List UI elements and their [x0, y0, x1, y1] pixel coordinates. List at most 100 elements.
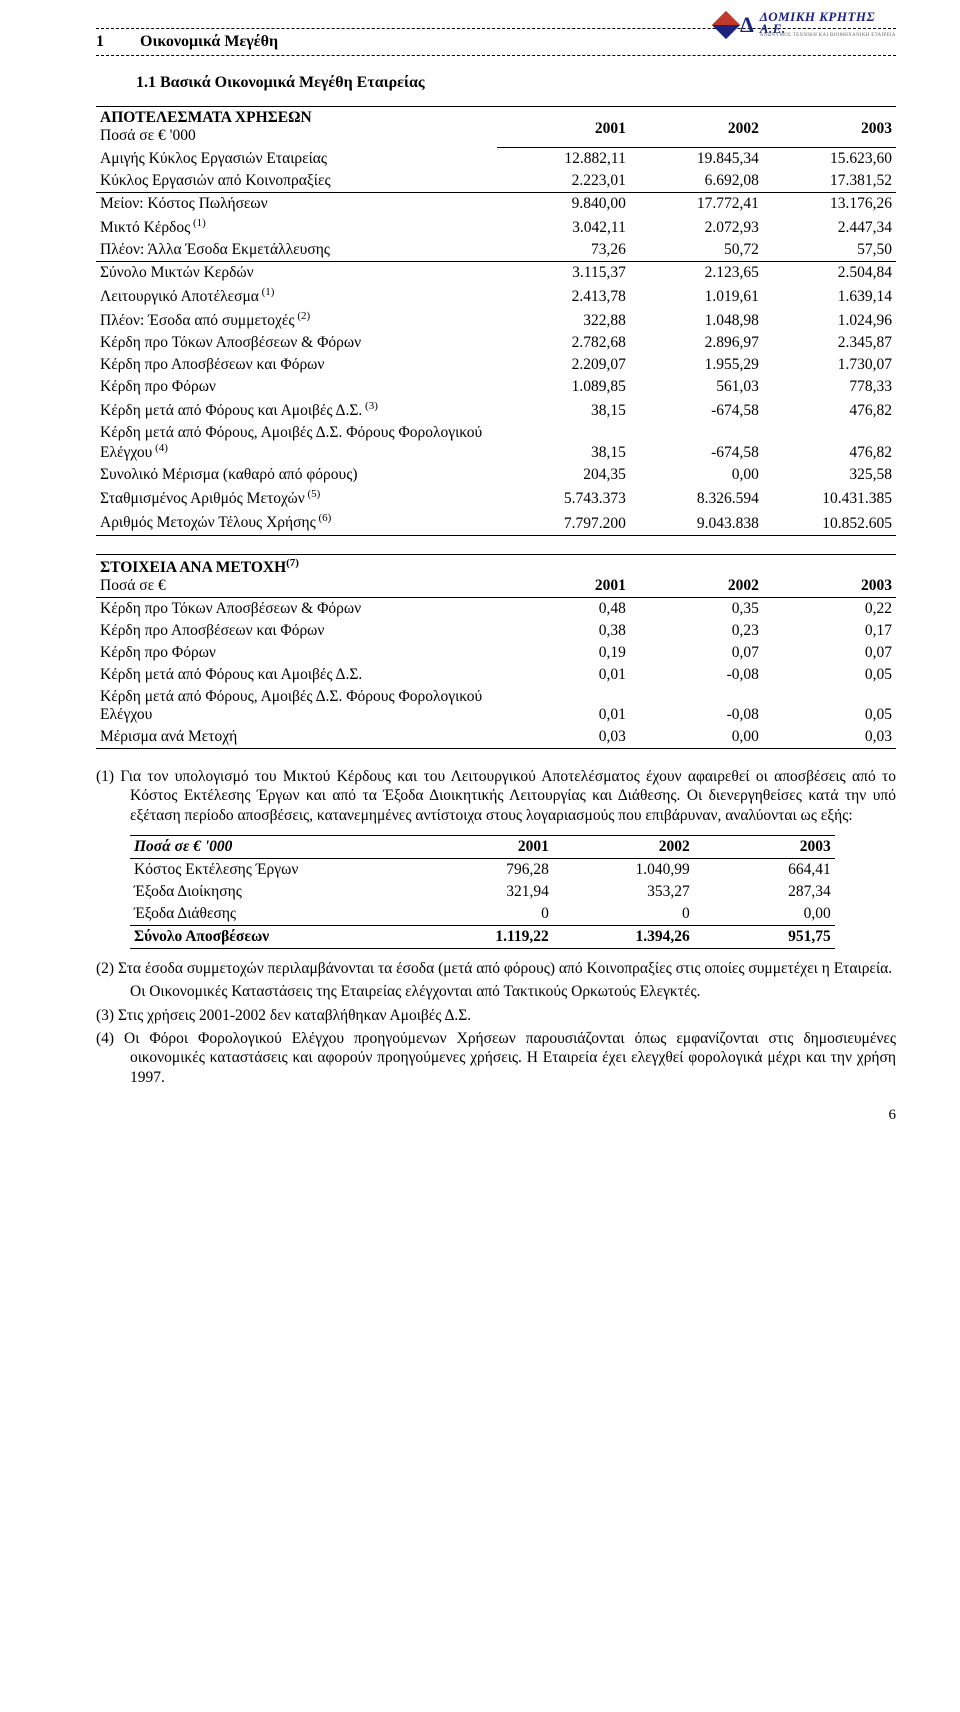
table1-year-1: 2002	[630, 107, 763, 141]
row-value: 2.123,65	[630, 261, 763, 284]
row-value: 0,17	[763, 620, 896, 642]
row-value: 2.223,01	[497, 170, 630, 193]
row-value: 0,23	[630, 620, 763, 642]
row-value: 0,05	[763, 686, 896, 726]
row-value: 1.040,99	[553, 858, 694, 881]
row-value: 2.413,78	[497, 284, 630, 308]
row-label: Έξοδα Διοίκησης	[130, 881, 412, 903]
row-value: 0,19	[497, 642, 630, 664]
row-sup: (4)	[152, 442, 168, 454]
row-label: Σταθμισμένος Αριθμός Μετοχών (5)	[96, 486, 497, 510]
row-sup: (2)	[295, 310, 311, 322]
row-value: 353,27	[553, 881, 694, 903]
row-value: 778,33	[763, 376, 896, 398]
row-value: -0,08	[630, 686, 763, 726]
table-row: Κέρδη προ Τόκων Αποσβέσεων & Φόρων2.782,…	[96, 332, 896, 354]
row-value: 50,72	[630, 239, 763, 262]
row-label: Σύνολο Μικτών Κερδών	[96, 261, 497, 284]
note-3: (3) Στις χρήσεις 2001-2002 δεν καταβλήθη…	[96, 1006, 896, 1025]
inner-total-label: Σύνολο Αποσβέσεων	[130, 925, 412, 948]
row-value: 0	[412, 903, 553, 926]
row-value: 321,94	[412, 881, 553, 903]
row-value: 2.345,87	[763, 332, 896, 354]
table-row: Κέρδη μετά από Φόρους και Αμοιβές Δ.Σ. (…	[96, 398, 896, 422]
row-value: 9.043.838	[630, 510, 763, 535]
table-row: Κύκλος Εργασιών από Κοινοπραξίες2.223,01…	[96, 170, 896, 193]
row-label: Λειτουργικό Αποτέλεσμα (1)	[96, 284, 497, 308]
row-value: 0,48	[497, 597, 630, 620]
row-value: 0	[553, 903, 694, 926]
table-row: Κέρδη προ Φόρων0,190,070,07	[96, 642, 896, 664]
row-value: 6.692,08	[630, 170, 763, 193]
row-value: 0,03	[763, 726, 896, 749]
row-value: 0,00	[630, 726, 763, 749]
row-value: 9.840,00	[497, 192, 630, 215]
row-value: 0,38	[497, 620, 630, 642]
note-4: (4) Οι Φόροι Φορολογικού Ελέγχου προηγού…	[96, 1029, 896, 1087]
inner-year-2: 2003	[694, 835, 835, 858]
results-table: ΑΠΟΤΕΛΕΣΜΑΤΑ ΧΡΗΣΕΩΝ Ποσά σε € '000 2001…	[96, 106, 896, 536]
row-value: 0,35	[630, 597, 763, 620]
row-label: Μείον: Κόστος Πωλήσεων	[96, 192, 497, 215]
row-value: 796,28	[412, 858, 553, 881]
table-row: Κέρδη προ Αποσβέσεων και Φόρων0,380,230,…	[96, 620, 896, 642]
table-row: Σταθμισμένος Αριθμός Μετοχών (5)5.743.37…	[96, 486, 896, 510]
table-row: Αμιγής Κύκλος Εργασιών Εταιρείας12.882,1…	[96, 147, 896, 170]
row-label: Κύκλος Εργασιών από Κοινοπραξίες	[96, 170, 497, 193]
row-label: Κέρδη προ Τόκων Αποσβέσεων & Φόρων	[96, 332, 497, 354]
row-value: -674,58	[630, 398, 763, 422]
table2-title: ΣΤΟΙΧΕΙΑ ΑΝΑ ΜΕΤΟΧΗ	[100, 559, 286, 576]
row-label: Αμιγής Κύκλος Εργασιών Εταιρείας	[96, 147, 497, 170]
row-value: 0,03	[497, 726, 630, 749]
row-value: 73,26	[497, 239, 630, 262]
header-rule-bottom	[96, 55, 896, 56]
row-label: Έξοδα Διάθεσης	[130, 903, 412, 926]
row-value: 476,82	[763, 398, 896, 422]
table-row: Κέρδη μετά από Φόρους και Αμοιβές Δ.Σ.0,…	[96, 664, 896, 686]
row-label: Μικτό Κέρδος (1)	[96, 215, 497, 239]
row-label: Κέρδη μετά από Φόρους και Αμοιβές Δ.Σ. (…	[96, 398, 497, 422]
note-2b: Οι Οικονομικές Καταστάσεις της Εταιρείας…	[130, 982, 896, 1001]
table-row: Μικτό Κέρδος (1)3.042,112.072,932.447,34	[96, 215, 896, 239]
row-label: Κέρδη μετά από Φόρους, Αμοιβές Δ.Σ. Φόρο…	[96, 686, 497, 726]
table-row: Μέρισμα ανά Μετοχή0,030,000,03	[96, 726, 896, 749]
row-value: 15.623,60	[763, 147, 896, 170]
table2-year-1: 2002	[630, 554, 763, 597]
inner-total-0: 1.119,22	[412, 925, 553, 948]
row-value: 1.048,98	[630, 308, 763, 332]
per-share-table: ΣΤΟΙΧΕΙΑ ΑΝΑ ΜΕΤΟΧΗ(7) Ποσά σε € 2001 20…	[96, 554, 896, 749]
inner-year-0: 2001	[412, 835, 553, 858]
table-row: Κέρδη μετά από Φόρους, Αμοιβές Δ.Σ. Φόρο…	[96, 686, 896, 726]
inner-unit: Ποσά σε € '000	[130, 835, 412, 858]
row-value: 10.852.605	[763, 510, 896, 535]
row-label: Αριθμός Μετοχών Τέλους Χρήσης (6)	[96, 510, 497, 535]
row-label: Μέρισμα ανά Μετοχή	[96, 726, 497, 749]
row-value: 57,50	[763, 239, 896, 262]
row-value: 476,82	[763, 422, 896, 464]
table1-title: ΑΠΟΤΕΛΕΣΜΑΤΑ ΧΡΗΣΕΩΝ	[100, 109, 493, 127]
table-row: Κέρδη προ Τόκων Αποσβέσεων & Φόρων0,480,…	[96, 597, 896, 620]
note-2a: (2) Στα έσοδα συμμετοχών περιλαμβάνονται…	[96, 959, 896, 978]
row-value: 322,88	[497, 308, 630, 332]
row-value: 19.845,34	[630, 147, 763, 170]
row-value: 13.176,26	[763, 192, 896, 215]
row-value: 10.431.385	[763, 486, 896, 510]
row-value: 325,58	[763, 464, 896, 486]
row-value: 3.115,37	[497, 261, 630, 284]
table-row: Κέρδη προ Αποσβέσεων και Φόρων2.209,071.…	[96, 354, 896, 376]
row-value: 1.019,61	[630, 284, 763, 308]
table1-unit: Ποσά σε € '000	[100, 127, 493, 145]
row-value: 664,41	[694, 858, 835, 881]
row-value: 1.089,85	[497, 376, 630, 398]
table-row: Κέρδη προ Φόρων1.089,85561,03778,33	[96, 376, 896, 398]
row-sup: (5)	[305, 488, 321, 500]
row-label: Πλέον: Άλλα Έσοδα Εκμετάλλευσης	[96, 239, 497, 262]
table-row: Κόστος Εκτέλεσης Έργων796,281.040,99664,…	[130, 858, 835, 881]
row-label: Πλέον: Έσοδα από συμμετοχές (2)	[96, 308, 497, 332]
table2-year-0: 2001	[497, 554, 630, 597]
row-label: Κέρδη μετά από Φόρους, Αμοιβές Δ.Σ. Φόρο…	[96, 422, 497, 464]
row-value: 0,01	[497, 686, 630, 726]
row-value: 2.072,93	[630, 215, 763, 239]
table-row: Λειτουργικό Αποτέλεσμα (1)2.413,781.019,…	[96, 284, 896, 308]
logo-delta-icon: Δ	[740, 12, 754, 38]
